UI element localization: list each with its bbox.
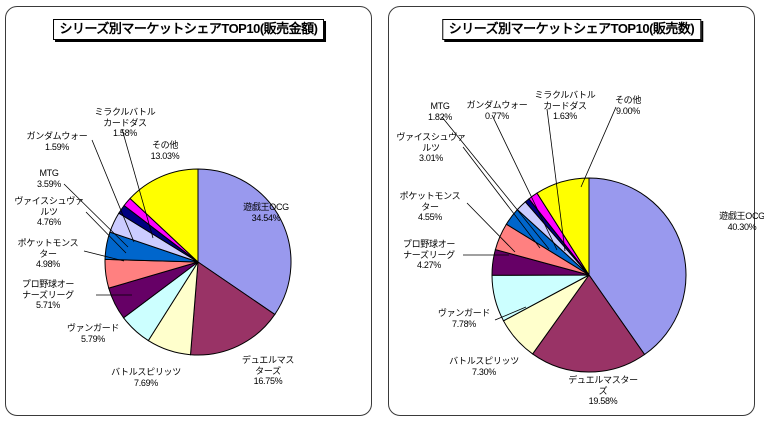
chart-panel-sales-amount: シリーズ別マーケットシェアTOP10(販売金額) 遊戯王OCG 34.54% デュエ…: [5, 6, 372, 416]
pie-slice-label-name: プロ野球オー ナーズリーグ: [21, 279, 75, 300]
pie-slice-label: その他 13.03%: [137, 140, 193, 161]
pie-slice-label: ヴァンガード 5.79%: [58, 323, 128, 344]
pie-slice-label-value: 1.63%: [552, 111, 578, 121]
pie-svg: [63, 128, 292, 356]
pie-slice-label-name: デュエルマス ターズ: [241, 355, 295, 376]
pie-slice-label-value: 13.03%: [150, 150, 180, 161]
pie-slice-label-value: 0.77%: [484, 110, 510, 121]
pie-slice-label: ヴァイスシュヴァ ルツ 4.76%: [6, 196, 92, 228]
pie-slice-label: ポケットモンス ター 4.98%: [6, 238, 90, 270]
pie-slice-label: ミラクルバトル カードダス 1.63%: [524, 90, 606, 122]
leader-line: [121, 128, 154, 239]
pie-slice-label-name: ミラクルバトル カードダス: [94, 107, 156, 128]
leader-line: [63, 183, 129, 248]
pie-slice-label-name: ヴァイスシュヴァ ルツ: [14, 196, 84, 217]
pie-slice-label: ガンダムウォー 1.59%: [14, 131, 100, 152]
pie-slice-label-name: ミラクルバトル カードダス: [534, 90, 596, 111]
pie-slice-label-name: ポケットモンス ター: [399, 191, 461, 212]
pie-slice[interactable]: [197, 168, 292, 316]
pie-slice-label-value: 4.98%: [35, 259, 61, 269]
pie-slice-label-value: 3.59%: [36, 178, 62, 189]
leader-line: [580, 106, 617, 188]
pie-slice-label-name: ガンダムウォー: [26, 131, 88, 141]
pie-slice-label-value: 1.82%: [427, 111, 453, 122]
pie-slice-label: デュエルマス ターズ 16.75%: [228, 355, 308, 387]
pie-chart-sales-amount: 遊戯王OCG 34.54% デュエルマス ターズ 16.75% バトルスピリッツ 7.69…: [6, 7, 373, 417]
pie-slice-label-name: ポケットモンス ター: [17, 238, 79, 259]
pie-slice-label-value: 1.59%: [44, 141, 70, 152]
pie-slice-label: ポケットモンス ター 4.55%: [389, 191, 471, 223]
chart-panel-sales-count: シリーズ別マーケットシェアTOP10(販売数) 遊戯王OCG 40.30% デュエル…: [388, 6, 764, 417]
pie-slice-label-value: 1.58%: [112, 128, 138, 138]
leader-line: [546, 108, 566, 252]
pie-slice-label-name: バトルスピリッツ: [449, 356, 519, 366]
pie-slice-label: ガンダムウォー 0.77%: [457, 100, 537, 121]
pie-slice[interactable]: [129, 168, 199, 264]
pie-slice-label: ヴァンガード 7.78%: [427, 308, 501, 329]
pie-slice-label: バトルスピリッツ 7.69%: [106, 367, 186, 388]
pie-slice[interactable]: [531, 274, 646, 373]
leader-line: [494, 306, 527, 321]
leader-line: [85, 211, 127, 254]
pie-slice-label-name: ヴァンガード: [66, 323, 120, 333]
pie-slice-label-value: 19.58%: [588, 396, 618, 406]
pie-slice-label-name: ガンダムウォー: [466, 100, 528, 110]
pie-slice-label: ヴァイスシュヴァ ルツ 3.01%: [389, 132, 473, 164]
pie-slice-label-name: ヴァンガード: [437, 308, 491, 318]
pie-slice-label-value: 16.75%: [253, 376, 283, 386]
leader-line: [491, 114, 558, 251]
pie-slice-label: 遊戯王OCG 34.54%: [221, 202, 311, 223]
leader-line: [91, 139, 135, 243]
pie-slice-label-value: 40.30%: [727, 221, 757, 232]
pie-slice-label: デュエルマスター ズ 19.58%: [557, 375, 649, 407]
pie-slice-label-name: その他: [151, 140, 179, 150]
pie-slice[interactable]: [536, 177, 590, 277]
pie-slice-label-name: デュエルマスター ズ: [568, 375, 638, 396]
pie-slice-label-value: 7.30%: [471, 366, 497, 377]
pie-slice-label-name: 遊戯王OCG: [243, 202, 289, 212]
chart-title-sales-count: シリーズ別マーケットシェアTOP10(販売数): [441, 19, 702, 41]
pie-slice-label-name: その他: [614, 95, 642, 105]
pie-slice-label: MTG 3.59%: [20, 168, 78, 189]
leader-line: [83, 250, 125, 262]
pie-slice-label: プロ野球オー ナーズリーグ 5.71%: [6, 279, 90, 311]
pie-slice[interactable]: [189, 261, 276, 356]
pie-slice-label: 遊戯王OCG 40.30%: [702, 211, 764, 232]
chart-title-sales-amount: シリーズ別マーケットシェアTOP10(販売金額): [52, 19, 325, 41]
pie-slice-label-name: 遊戯王OCG: [719, 211, 764, 221]
pie-slice-label-name: プロ野球オー ナーズリーグ: [402, 239, 456, 260]
leader-line: [462, 146, 541, 249]
pie-slice-label: プロ野球オー ナーズリーグ 4.27%: [389, 239, 469, 271]
pie-chart-sales-count: 遊戯王OCG 40.30% デュエルマスター ズ 19.58% バトルスピリッツ 7.30…: [389, 7, 764, 417]
pie-slice-label: バトルスピリッツ 7.30%: [442, 356, 526, 377]
pie-slice-label: MTG 1.82%: [422, 101, 458, 122]
pie-slice-label-value: 4.55%: [417, 212, 443, 222]
pie-slice-label-value: 4.27%: [416, 260, 442, 270]
pie-slice-label-value: 5.71%: [35, 300, 61, 310]
pie-slice[interactable]: [588, 177, 687, 356]
pie-slice-label-value: 3.01%: [418, 153, 444, 163]
pie-slice-label-name: MTG: [39, 168, 59, 178]
leader-line: [441, 116, 550, 250]
pie-slice-label-value: 34.54%: [251, 212, 281, 223]
pie-slice-label-value: 7.78%: [451, 318, 477, 329]
pie-slice-label-name: ヴァイスシュヴァ ルツ: [396, 132, 466, 153]
pie-slice-label-value: 4.76%: [36, 217, 62, 227]
pie-slice-label-value: 9.00%: [615, 105, 641, 116]
pie-slice-label-name: MTG: [430, 101, 450, 111]
pie-slice-label-value: 5.79%: [80, 333, 106, 344]
pie-slice-label: ミラクルバトル カードダス 1.58%: [82, 107, 168, 139]
pie-slice-label-name: バトルスピリッツ: [111, 367, 181, 377]
pie-svg: [441, 106, 687, 373]
pie-slice-label-value: 7.69%: [133, 377, 159, 388]
pie-slice-label: その他 9.00%: [604, 95, 652, 116]
leader-line: [466, 202, 516, 253]
